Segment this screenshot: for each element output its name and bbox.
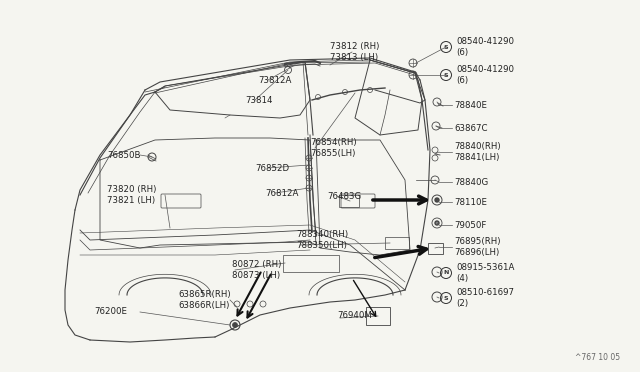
Text: 76850B: 76850B bbox=[107, 151, 141, 160]
Text: 76854(RH)
76855(LH): 76854(RH) 76855(LH) bbox=[310, 138, 356, 158]
Text: 08540-41290
(6): 08540-41290 (6) bbox=[456, 65, 514, 85]
Text: 76895(RH)
76896(LH): 76895(RH) 76896(LH) bbox=[454, 237, 500, 257]
Text: 78840(RH)
78841(LH): 78840(RH) 78841(LH) bbox=[454, 142, 500, 162]
Text: 80872 (RH)
80873 (LH): 80872 (RH) 80873 (LH) bbox=[232, 260, 282, 280]
Text: 63867C: 63867C bbox=[454, 124, 488, 132]
Text: 76200E: 76200E bbox=[94, 308, 127, 317]
Text: 788340(RH)
788350(LH): 788340(RH) 788350(LH) bbox=[296, 230, 348, 250]
Circle shape bbox=[435, 198, 439, 202]
Text: 78840E: 78840E bbox=[454, 100, 487, 109]
Text: 76483G: 76483G bbox=[327, 192, 361, 201]
Text: 76812A: 76812A bbox=[265, 189, 298, 198]
Circle shape bbox=[435, 221, 439, 225]
Text: 79050F: 79050F bbox=[454, 221, 486, 230]
Text: S: S bbox=[444, 295, 448, 301]
Text: 08540-41290
(6): 08540-41290 (6) bbox=[456, 37, 514, 57]
Text: 76852D: 76852D bbox=[255, 164, 289, 173]
Text: N: N bbox=[444, 270, 449, 276]
Text: 73812 (RH)
73813 (LH): 73812 (RH) 73813 (LH) bbox=[330, 42, 380, 62]
Text: ^767 10 05: ^767 10 05 bbox=[575, 353, 620, 362]
Text: 73812A: 73812A bbox=[258, 76, 291, 84]
Text: 78110E: 78110E bbox=[454, 198, 487, 206]
Text: 73820 (RH)
73821 (LH): 73820 (RH) 73821 (LH) bbox=[107, 185, 156, 205]
Text: 73814: 73814 bbox=[245, 96, 273, 105]
Text: 08915-5361A
(4): 08915-5361A (4) bbox=[456, 263, 515, 283]
Text: S: S bbox=[444, 45, 448, 49]
Text: 78840G: 78840G bbox=[454, 177, 488, 186]
Text: 76940M: 76940M bbox=[337, 311, 372, 320]
Text: S: S bbox=[444, 73, 448, 77]
Text: 08510-61697
(2): 08510-61697 (2) bbox=[456, 288, 514, 308]
Circle shape bbox=[232, 323, 237, 327]
Text: 63865R(RH)
63866R(LH): 63865R(RH) 63866R(LH) bbox=[178, 290, 230, 310]
